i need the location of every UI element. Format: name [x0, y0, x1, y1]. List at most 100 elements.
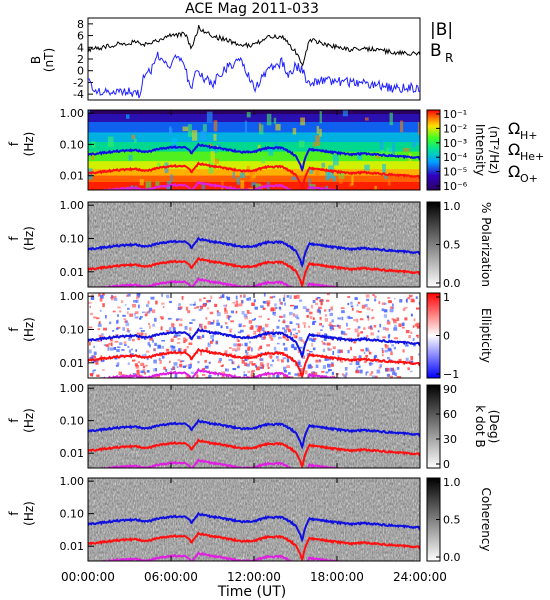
ellipticity-speckle: [388, 300, 392, 304]
ellipticity-speckle: [136, 295, 139, 300]
ellipticity-speckle: [364, 360, 367, 363]
ellipticity-speckle: [224, 349, 228, 353]
ellipticity-speckle: [108, 321, 112, 325]
ellipticity-speckle: [116, 346, 121, 349]
intensity-speckle: [134, 138, 137, 144]
ellipticity-speckle: [137, 337, 141, 341]
ellipticity-speckle: [307, 364, 312, 369]
k-dot-b-colorbar: [426, 384, 441, 469]
ellipticity-speckle: [165, 368, 168, 372]
ellipticity-speckle: [103, 344, 107, 347]
intensity-speckle: [182, 166, 188, 170]
intensity-speckle: [342, 110, 348, 117]
ellipticity-speckle: [410, 355, 414, 360]
b-ytick-label: 8: [77, 18, 84, 31]
ellipticity-speckle: [396, 367, 400, 370]
ellipticity-speckle: [203, 297, 206, 299]
ellipticity-speckle: [311, 343, 313, 347]
ellipticity-speckle: [404, 317, 408, 321]
f-ylabel: f: [7, 418, 21, 423]
intensity-speckle: [380, 149, 385, 157]
colorbar-tick-label: 90: [443, 383, 457, 396]
intensity-panel: 1.00 0.10 0.01 f (Hz) 10⁻¹10⁻² 10⁻³10⁻⁴ 10⁻⁵10⁻…: [7, 107, 501, 193]
colorbar-tick-label: 10⁻¹: [443, 108, 467, 121]
ellipticity-speckle: [298, 346, 303, 349]
f-ytick-label: 0.10: [60, 324, 85, 337]
legend-ion-subscript: He+: [520, 150, 544, 163]
ellipticity-speckle: [387, 335, 390, 339]
ellipticity-speckle: [232, 368, 237, 371]
ellipticity-speckle: [153, 368, 156, 372]
ellipticity-speckle: [261, 365, 265, 369]
colorbar-tick-label: 60: [443, 408, 457, 421]
x-tick-label: 24:00:00: [393, 570, 447, 584]
ellipticity-speckle: [184, 325, 188, 330]
intensity-colorbar: [426, 109, 441, 191]
intensity-band: [88, 122, 420, 134]
ellipticity-speckle: [388, 334, 391, 337]
ellipticity-speckle: [145, 304, 149, 307]
ellipticity-speckle: [140, 370, 144, 374]
ellipticity-speckle: [141, 354, 145, 357]
ellipticity-speckle: [293, 346, 297, 351]
ellipticity-speckle: [369, 362, 372, 366]
ellipticity-speckle: [189, 322, 193, 324]
ellipticity-speckle: [147, 300, 150, 305]
intensity-speckle: [332, 154, 339, 166]
intensity-speckle: [91, 153, 95, 160]
ellipticity-speckle: [303, 355, 305, 359]
b-r-line: [87, 51, 421, 99]
ellipticity-speckle: [276, 342, 280, 345]
intensity-speckle: [261, 160, 266, 171]
ellipticity-speckle: [236, 338, 240, 342]
ellipticity-speckle: [196, 374, 199, 378]
ellipticity-speckle: [382, 353, 384, 357]
ellipticity-speckle: [258, 330, 261, 334]
ellipticity-speckle: [405, 298, 408, 303]
ellipticity-speckle: [232, 361, 235, 365]
intensity-speckle: [257, 144, 261, 150]
ellipticity-speckle: [154, 317, 157, 322]
ellipticity-speckle: [116, 362, 120, 366]
ellipticity-speckle: [236, 347, 241, 351]
gray-noise: [88, 202, 420, 287]
ellipticity-speckle: [274, 303, 277, 307]
x-axis-label: Time (UT): [217, 584, 286, 600]
intensity-speckle: [364, 164, 370, 171]
ellipticity-speckle: [377, 330, 380, 333]
ellipticity-speckle: [290, 331, 292, 336]
ellipticity-speckle: [216, 322, 220, 326]
ellipticity-speckle: [405, 329, 410, 334]
ellipticity-speckle: [391, 367, 394, 372]
ellipticity-speckle: [321, 340, 324, 343]
ellipticity-speckle: [237, 340, 240, 342]
ellipticity-speckle: [248, 297, 251, 301]
ellipticity-speckle: [290, 376, 294, 378]
intensity-speckle: [351, 172, 354, 185]
ellipticity-speckle: [111, 294, 113, 298]
ellipticity-speckle: [188, 366, 191, 370]
ellipticity-speckle: [113, 297, 118, 301]
ellipticity-speckle: [140, 332, 144, 336]
ellipticity-speckle: [96, 374, 100, 377]
ellipticity-speckle: [281, 327, 286, 330]
intensity-speckle: [338, 170, 345, 179]
ellipticity-speckle: [127, 345, 130, 348]
ellipticity-speckle: [324, 358, 329, 361]
ellipticity-speckle: [148, 307, 153, 312]
colorbar-label: Ellipticity: [479, 308, 493, 363]
ellipticity-speckle: [396, 317, 400, 322]
ellipticity-speckle: [261, 327, 265, 332]
ellipticity-speckle: [369, 325, 372, 329]
ellipticity-speckle: [376, 369, 381, 374]
ellipticity-speckle: [297, 324, 300, 329]
ellipticity-speckle: [144, 353, 147, 357]
ellipticity-speckle: [295, 335, 298, 339]
ellipticity-speckle: [158, 357, 161, 361]
ellipticity-speckle: [151, 309, 156, 314]
legend-omega-symbol: Ω: [508, 140, 520, 159]
ellipticity-speckle: [124, 344, 127, 346]
f-ytick-label: 1.00: [60, 107, 85, 120]
intensity-speckle: [308, 178, 311, 189]
ellipticity-speckle: [114, 340, 119, 343]
